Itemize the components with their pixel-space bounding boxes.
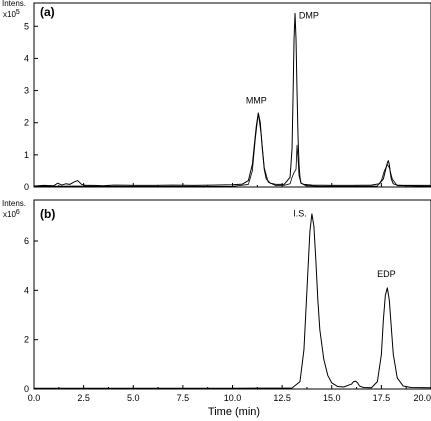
peak-label-is: I.S. xyxy=(293,208,307,218)
peak-label-mmp: MMP xyxy=(246,95,267,105)
panel-b-unit-intens: Intens. xyxy=(2,199,26,208)
panel-b-unit-scale: x106 xyxy=(3,209,20,219)
panel-b-x-tick-label: 0.0 xyxy=(28,393,41,403)
panel-b-series-group xyxy=(34,213,431,389)
x-axis-title: Time (min) xyxy=(208,406,260,418)
panel-b-y-tick-label: 6 xyxy=(24,236,29,246)
panel-a-y-tick-label: 3 xyxy=(24,86,29,96)
peak-label-edp: EDP xyxy=(377,269,396,279)
peak-label-dmp: DMP xyxy=(299,10,319,20)
panel-a-series-line-1 xyxy=(33,12,431,187)
panel-a-unit-exponent: 5 xyxy=(16,9,20,16)
panel-b-label: (b) xyxy=(40,207,55,221)
panel-b-x-tick-label: 20.0 xyxy=(413,393,431,403)
panel-a-series-line-2 xyxy=(33,112,431,187)
panel-a-y-tick-label: 4 xyxy=(24,53,29,63)
panel-a-label: (a) xyxy=(40,5,55,19)
panel-b-x-tick-label: 5.0 xyxy=(127,393,140,403)
panel-a-y-tick-label: 5 xyxy=(24,21,29,31)
panel-b-x-tick-label: 2.5 xyxy=(77,393,90,403)
panel-b-x-tick-label: 12.5 xyxy=(273,393,291,403)
panel-b-x-tick-label: 15.0 xyxy=(323,393,341,403)
panel-a-annotations: MMP DMP xyxy=(246,10,319,105)
panel-b-series-line-1 xyxy=(34,213,431,389)
panel-b-y-tick-label: 2 xyxy=(24,335,29,345)
panel-b-x-tick-label: 17.5 xyxy=(373,393,391,403)
panel-a-y-tick-label: 0 xyxy=(24,182,29,192)
panel-b-y-axis: 0 2 4 6 xyxy=(24,236,38,394)
panel-b-annotations: I.S. EDP xyxy=(293,208,395,278)
panel-a-unit-scale: x105 xyxy=(3,9,20,19)
panel-b-plot-frame xyxy=(33,199,431,390)
panel-b-unit-exponent: 6 xyxy=(16,209,20,216)
panel-b-unit-base: x10 xyxy=(3,210,16,219)
panel-a-y-tick-label: 2 xyxy=(24,118,29,128)
panel-b-x-tick-label: 10.0 xyxy=(224,393,242,403)
panel-a-y-tick-label: 1 xyxy=(24,150,29,160)
panel-a-series-group xyxy=(33,12,431,187)
panel-b-y-tick-label: 0 xyxy=(24,384,29,394)
panel-b-x-tick-label: 7.5 xyxy=(177,393,190,403)
panel-b-y-tick-label: 4 xyxy=(24,285,29,295)
panel-a-unit-intens: Intens. xyxy=(2,0,26,8)
panel-a-unit-base: x10 xyxy=(3,10,16,19)
panel-a-y-axis: 0 1 2 3 4 5 xyxy=(24,21,38,192)
panel-a-plot-frame xyxy=(33,2,431,188)
